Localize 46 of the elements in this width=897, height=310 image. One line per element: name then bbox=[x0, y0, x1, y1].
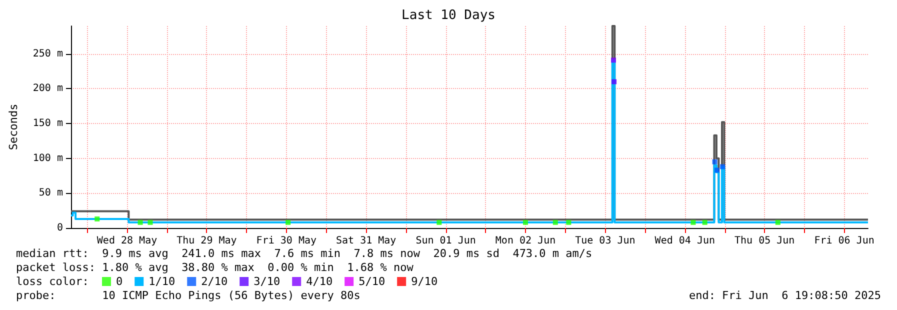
y-tick-label: 150 m bbox=[32, 118, 63, 130]
text: end: Fri Jun 6 19:08:50 2025 bbox=[688, 289, 882, 302]
point bbox=[286, 220, 291, 225]
point bbox=[702, 220, 708, 225]
y-tick-label: 0 bbox=[56, 222, 63, 234]
point bbox=[138, 220, 143, 225]
legend-label: 9/10 bbox=[411, 275, 438, 288]
point bbox=[436, 220, 442, 225]
x-tick-label: Wed 04 Jun bbox=[654, 236, 716, 246]
y-tick-label: 250 m bbox=[32, 48, 63, 60]
x-tick-label: Wed 28 May bbox=[96, 236, 158, 246]
legend-title: loss color: bbox=[16, 275, 89, 288]
y-tick-label: 100 m bbox=[32, 152, 63, 164]
point bbox=[611, 58, 616, 63]
point bbox=[720, 164, 726, 170]
text: probe: 10 ICMP Echo Pings (56 Bytes) every 80s bbox=[16, 289, 360, 302]
x-tick-label: Tue 03 Jun bbox=[575, 236, 636, 246]
y-axis-title: Seconds bbox=[7, 104, 20, 150]
x-tick-label: Sun 01 Jun bbox=[416, 236, 476, 246]
x-tick-label: Fri 30 May bbox=[256, 236, 317, 246]
point bbox=[712, 159, 718, 164]
legend-label: 3/10 bbox=[254, 275, 280, 288]
y-tick-label: 200 m bbox=[32, 83, 63, 94]
legend-label: 5/10 bbox=[358, 275, 386, 288]
point bbox=[148, 220, 153, 225]
x-tick-label: Thu 29 May bbox=[176, 236, 237, 246]
chart-title: Last 10 Days bbox=[402, 8, 496, 23]
text: packet loss: 1.80 % avg 38.80 % max 0.00 % min 1.68 % now bbox=[16, 261, 414, 274]
text: median rtt: 9.9 ms avg 241.0 ms max 7.6 ms min 7.8 ms now 20.9 ms sd 473.0 m am/s bbox=[16, 247, 592, 260]
point bbox=[612, 79, 617, 84]
point bbox=[523, 220, 528, 225]
legend-label: 0 bbox=[116, 275, 123, 288]
point bbox=[552, 220, 558, 225]
legend-label: 1/10 bbox=[148, 275, 176, 288]
point bbox=[566, 220, 572, 225]
point bbox=[775, 220, 780, 225]
point bbox=[94, 216, 100, 222]
point bbox=[690, 220, 696, 225]
legend-label: 2/10 bbox=[201, 275, 228, 288]
x-tick-label: Thu 05 Jun bbox=[734, 236, 795, 246]
x-tick-label: Mon 02 Jun bbox=[495, 236, 556, 246]
x-tick-label: Sat 31 May bbox=[336, 236, 396, 246]
point bbox=[714, 168, 720, 173]
legend-label: 4/10 bbox=[306, 275, 333, 288]
y-tick-label: 50 m bbox=[38, 188, 63, 199]
x-tick-label: Fri 06 Jun bbox=[814, 236, 874, 246]
